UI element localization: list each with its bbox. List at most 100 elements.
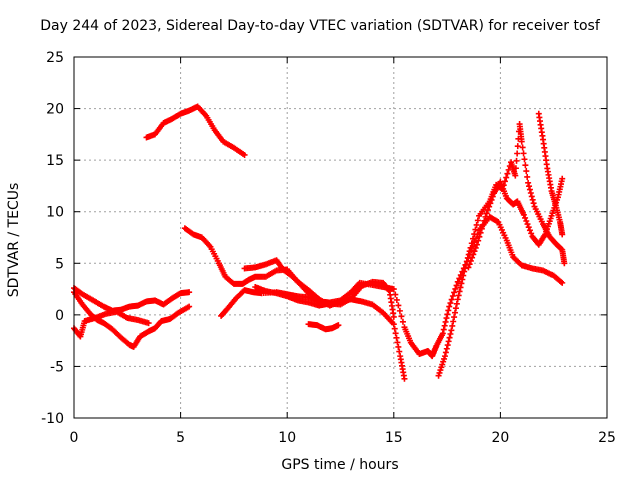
data-point xyxy=(393,296,400,303)
x-tick-label: 0 xyxy=(70,430,79,446)
data-point xyxy=(522,162,529,169)
data-point xyxy=(444,342,451,349)
data-point xyxy=(473,221,480,228)
data-point xyxy=(453,300,460,307)
data-point xyxy=(445,338,452,345)
data-point xyxy=(335,322,342,329)
data-point xyxy=(390,286,397,293)
plot-frame xyxy=(73,56,608,419)
data-point xyxy=(523,217,530,224)
x-tick-label: 15 xyxy=(385,430,403,446)
data-point xyxy=(503,174,510,181)
data-point xyxy=(393,334,400,341)
axis-ticks: 0 5 10 15 20 25 -10 -5 0 5 10 15 20 25 xyxy=(41,50,616,446)
y-tick-label: -5 xyxy=(50,359,64,375)
y-tick-label: -10 xyxy=(41,411,64,427)
data-point xyxy=(439,330,446,337)
data-point xyxy=(444,311,451,318)
data-point xyxy=(521,156,528,163)
data-point xyxy=(390,321,397,328)
data-point xyxy=(443,315,450,322)
data-point xyxy=(522,214,529,221)
data-point xyxy=(488,196,495,203)
data-point xyxy=(441,322,448,329)
data-point xyxy=(529,196,536,203)
data-point xyxy=(466,261,473,268)
data-point xyxy=(399,318,406,325)
data-point xyxy=(452,309,459,316)
data-point xyxy=(484,207,491,214)
series-trace-6 xyxy=(218,213,566,360)
data-point xyxy=(471,248,478,255)
data-point xyxy=(451,289,458,296)
data-point xyxy=(518,138,525,145)
data-point xyxy=(528,193,535,200)
data-point xyxy=(447,300,454,307)
data-point xyxy=(457,284,464,291)
data-point xyxy=(467,244,474,251)
data-point xyxy=(469,254,476,261)
data-point xyxy=(453,282,460,289)
data-point xyxy=(454,296,461,303)
data-point xyxy=(465,264,472,271)
data-point xyxy=(316,296,323,303)
data-point xyxy=(489,193,496,200)
data-point xyxy=(396,307,403,314)
x-tick-label: 25 xyxy=(598,430,616,446)
data-point xyxy=(442,349,449,356)
data-point xyxy=(481,217,488,224)
data-point xyxy=(520,150,527,157)
data-point xyxy=(241,151,248,158)
data-point xyxy=(472,226,479,233)
data-point xyxy=(385,286,392,293)
data-point xyxy=(526,186,533,193)
data-point xyxy=(459,276,466,283)
data-point xyxy=(456,288,463,295)
data-point xyxy=(512,165,519,172)
data-point xyxy=(394,339,401,346)
data-point xyxy=(446,303,453,310)
data-point xyxy=(526,227,533,234)
series-trace-10 xyxy=(465,175,566,271)
data-point xyxy=(480,221,487,228)
data-point xyxy=(473,241,480,248)
y-tick-label: 25 xyxy=(46,50,64,66)
data-point xyxy=(460,272,467,279)
x-tick-label: 5 xyxy=(176,430,185,446)
y-tick-label: 10 xyxy=(46,205,64,221)
data-point xyxy=(401,375,408,382)
data-point xyxy=(452,305,459,312)
data-point xyxy=(561,260,568,267)
data-point xyxy=(520,211,527,218)
data-point xyxy=(391,325,398,332)
series-trace-8 xyxy=(305,321,342,333)
data-point xyxy=(186,289,193,296)
data-point xyxy=(467,257,474,264)
data-point xyxy=(440,326,447,333)
data-point xyxy=(559,279,566,286)
data-point xyxy=(450,318,457,325)
data-point xyxy=(487,200,494,207)
data-point xyxy=(390,313,397,320)
data-point xyxy=(525,179,532,186)
data-point xyxy=(392,291,399,298)
data-marks xyxy=(71,103,568,382)
data-point xyxy=(478,225,485,232)
series-trace-1 xyxy=(71,285,193,314)
data-point xyxy=(392,330,399,337)
data-point xyxy=(458,280,465,287)
y-tick-label: 20 xyxy=(46,102,64,118)
data-point xyxy=(475,237,482,244)
data-point xyxy=(559,231,566,238)
data-point xyxy=(504,170,511,177)
data-point xyxy=(527,190,534,197)
grid-lines xyxy=(74,57,607,418)
data-point xyxy=(530,200,537,207)
series-trace-11 xyxy=(535,110,566,238)
y-tick-label: 5 xyxy=(55,256,64,272)
data-point xyxy=(395,302,402,309)
data-point xyxy=(514,143,521,150)
data-point xyxy=(519,144,526,151)
data-point xyxy=(398,313,405,320)
data-point xyxy=(523,168,530,175)
